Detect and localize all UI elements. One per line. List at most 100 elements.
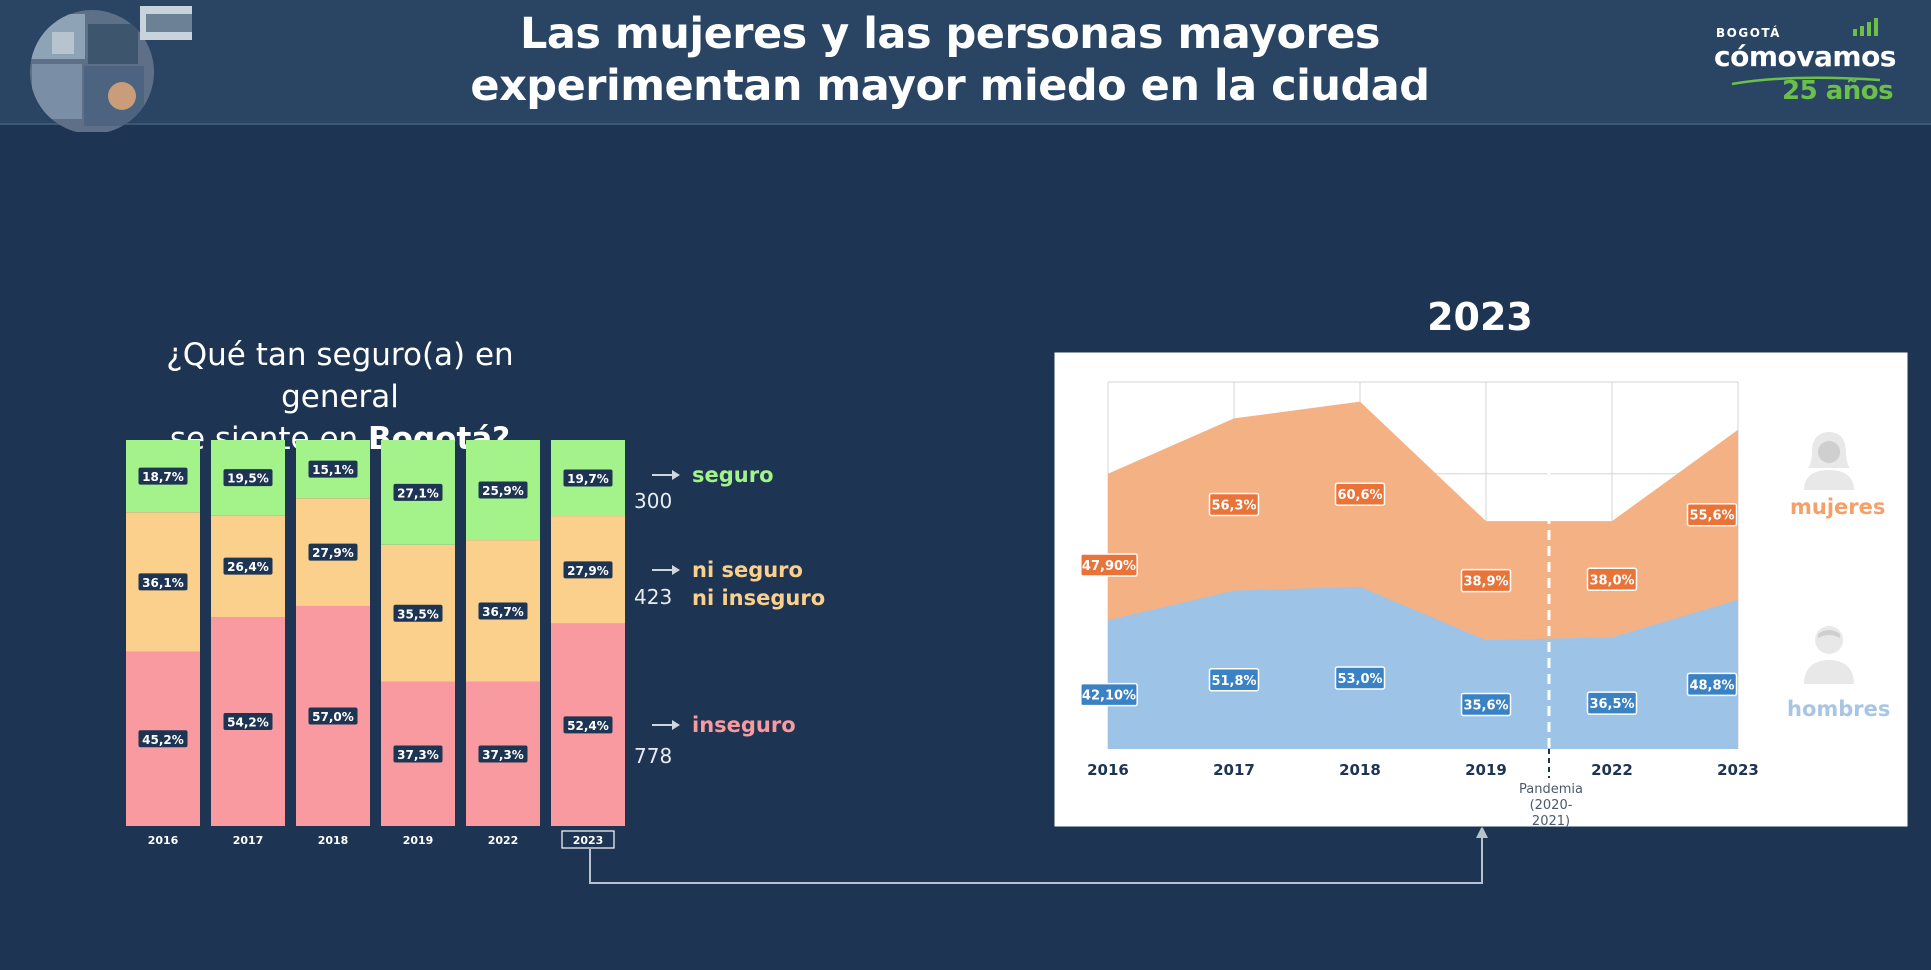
bar-label-2019-0: 37,3% — [397, 748, 439, 762]
bar-label-2017-0-box — [223, 712, 273, 730]
bar-label-2017-2-box — [223, 469, 273, 487]
area-label-mujeres-2017-group: 56,3% — [1208, 492, 1260, 517]
area-label-hombres-2016-group: 42,10% — [1080, 682, 1138, 707]
area-label-mujeres-2017: 56,3% — [1211, 498, 1256, 513]
bar-label-2019-2-group: 27,1% — [393, 483, 443, 501]
bar-label-2016-0-group: 45,2% — [138, 730, 188, 748]
area-label-mujeres-2018: 60,6% — [1337, 488, 1382, 503]
bar-label-2016-1-group: 36,1% — [138, 573, 188, 591]
bar-label-2023-1: 27,9% — [567, 564, 609, 578]
area-label-hombres-2019-box — [1460, 692, 1512, 717]
bar-label-2018-0: 57,0% — [312, 710, 354, 724]
bar-label-2023-1-group: 27,9% — [563, 561, 613, 579]
bar-x-tick-2019: 2019 — [403, 834, 434, 847]
legend-label-1-0: ni seguro — [692, 558, 803, 582]
header: Las mujeres y las personas mayores exper… — [0, 0, 1931, 132]
woman-icon — [1804, 432, 1854, 490]
man-icon — [1804, 626, 1854, 684]
bar-label-2018-0-group: 57,0% — [308, 707, 358, 725]
bar-label-2017-0-group: 54,2% — [223, 712, 273, 730]
bar-label-2022-1: 36,7% — [482, 605, 524, 619]
area-x-tick-2022: 2022 — [1591, 761, 1633, 779]
bar-label-2018-1-group: 27,9% — [308, 543, 358, 561]
area-label-hombres-2018-box — [1334, 666, 1386, 690]
area-label-mujeres-2023: 55,6% — [1689, 509, 1734, 524]
logo-city: BOGOTÁ — [1716, 26, 1781, 40]
logo-years: 25 años — [1782, 76, 1894, 106]
bar-label-2019-0-group: 37,3% — [393, 745, 443, 763]
signal-bars-icon — [1731, 18, 1881, 86]
area-label-hombres-2023-group: 48,8% — [1686, 672, 1738, 697]
area-label-hombres-2023: 48,8% — [1689, 678, 1734, 693]
bar-label-2019-1: 35,5% — [397, 607, 439, 621]
connector-arrowhead — [1476, 826, 1488, 838]
area-label-hombres-2022-box — [1586, 691, 1638, 715]
area-label-mujeres-2019-box — [1460, 568, 1512, 593]
area-x-tick-2023: 2023 — [1717, 761, 1759, 779]
bar-label-2017-1-group: 26,4% — [223, 557, 273, 575]
area-label-hombres-2016-box — [1080, 682, 1138, 707]
bar-x-tick-2018: 2018 — [318, 834, 349, 847]
area-label-hombres-2017: 51,8% — [1211, 674, 1256, 689]
bar-label-2022-2-box — [478, 481, 528, 499]
area-label-hombres-2019: 35,6% — [1463, 699, 1508, 714]
area-x-tick-2017: 2017 — [1213, 761, 1255, 779]
bar-x-tick-2022: 2022 — [488, 834, 519, 847]
bar-label-2017-2: 19,5% — [227, 472, 269, 486]
legend-count-0: 300 — [634, 489, 672, 513]
area-x-tick-2019: 2019 — [1465, 761, 1507, 779]
bar-label-2016-0: 45,2% — [142, 733, 184, 747]
bar-label-2023-2: 19,7% — [567, 472, 609, 486]
legend-hombres: hombres — [1787, 697, 1891, 721]
area-label-mujeres-2023-box — [1686, 502, 1738, 527]
bar-x-tick-2016: 2016 — [148, 834, 179, 847]
area-label-hombres-2022: 36,5% — [1589, 697, 1634, 712]
area-label-hombres-2017-box — [1208, 668, 1260, 692]
bar-label-2019-1-box — [393, 604, 443, 622]
bar-label-2022-1-group: 36,7% — [478, 602, 528, 620]
photo-collage-icon — [30, 6, 192, 132]
bar-label-2017-1-box — [223, 557, 273, 575]
area-label-hombres-2018: 53,0% — [1337, 672, 1382, 687]
area-x-tick-2016: 2016 — [1087, 761, 1129, 779]
bar-label-2017-2-group: 19,5% — [223, 469, 273, 487]
legend-count-1: 423 — [634, 585, 672, 609]
bar-label-2022-2-group: 25,9% — [478, 481, 528, 499]
pandemic-annotation-2: 2021) — [1532, 814, 1570, 829]
area-label-mujeres-2016: 47,90% — [1082, 559, 1136, 574]
bar-label-2016-2-group: 18,7% — [138, 467, 188, 485]
area-label-hombres-2017-group: 51,8% — [1208, 668, 1260, 692]
area-label-hombres-2019-group: 35,6% — [1460, 692, 1512, 717]
area-label-mujeres-2022-box — [1586, 567, 1638, 592]
area-label-mujeres-2018-box — [1334, 482, 1386, 506]
legend-arrowhead-1 — [672, 565, 680, 575]
bar-label-2016-2-box — [138, 467, 188, 485]
area-label-mujeres-2016-box — [1080, 553, 1138, 577]
area-label-mujeres-2022-group: 38,0% — [1586, 567, 1638, 592]
bar-label-2018-1: 27,9% — [312, 546, 354, 560]
legend-arrowhead-2 — [672, 720, 680, 730]
bar-label-2023-0: 52,4% — [567, 719, 609, 733]
bar-label-2016-0-box — [138, 730, 188, 748]
bar-label-2019-0-box — [393, 745, 443, 763]
bar-label-2019-2-box — [393, 483, 443, 501]
bar-label-2022-0-box — [478, 745, 528, 763]
pandemic-annotation-1: (2020- — [1530, 798, 1573, 813]
bar-label-2022-1-box — [478, 602, 528, 620]
legend-arrowhead-0 — [672, 470, 680, 480]
bar-label-2018-2: 15,1% — [312, 463, 354, 477]
area-label-mujeres-2016-group: 47,90% — [1080, 553, 1138, 577]
bar-label-2016-2: 18,7% — [142, 470, 184, 484]
bar-label-2022-0-group: 37,3% — [478, 745, 528, 763]
bogota-como-vamos-logo: BOGOTÁ cómovamos 25 años — [1710, 18, 1910, 108]
connector-line — [589, 836, 1483, 884]
bar-label-2023-1-box — [563, 561, 613, 579]
highlight-box-2023 — [561, 830, 615, 849]
title-line-1: Las mujeres y las personas mayores — [519, 9, 1381, 59]
area-label-hombres-2016: 42,10% — [1082, 689, 1136, 704]
bar-label-2018-0-box — [308, 707, 358, 725]
legend-mujeres: mujeres — [1790, 495, 1886, 519]
legend-label-2-0: inseguro — [692, 713, 796, 737]
